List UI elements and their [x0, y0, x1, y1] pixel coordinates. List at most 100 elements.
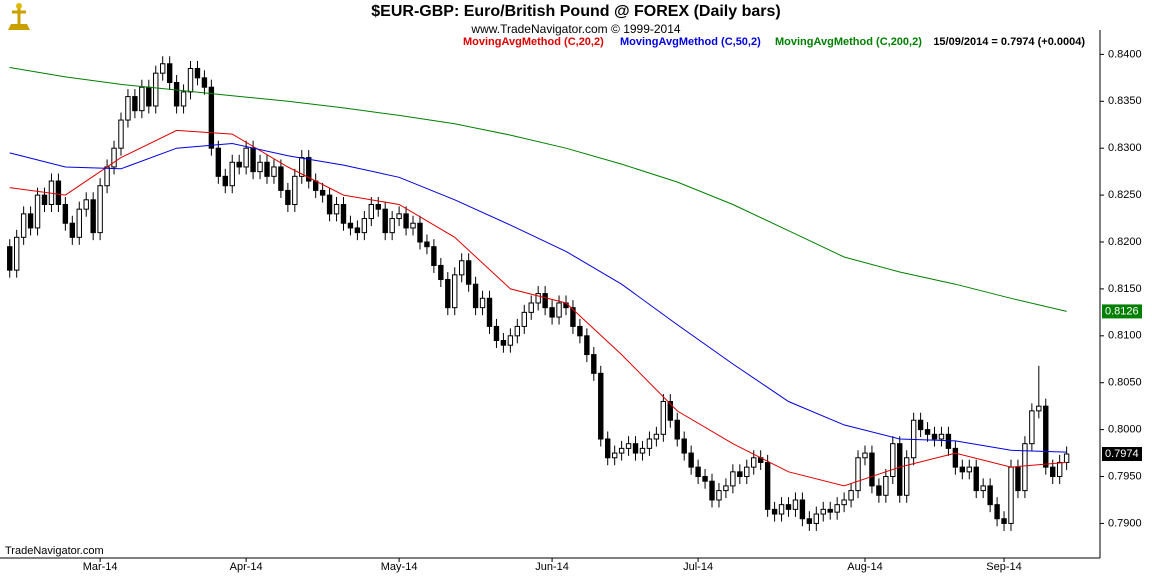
candle-body	[862, 452, 868, 459]
y-tick-label: 0.8400	[1108, 48, 1142, 60]
candle-body	[34, 194, 41, 229]
candle-body	[438, 264, 444, 281]
candle-body	[90, 199, 96, 234]
candle-body	[285, 189, 291, 205]
candle-body	[13, 236, 20, 271]
candle-body	[194, 67, 201, 79]
candle-body	[236, 161, 242, 168]
candle-body	[938, 433, 945, 440]
candle-body	[215, 147, 222, 177]
candle-body	[7, 246, 13, 271]
candle-body	[1029, 410, 1035, 445]
candle-body	[660, 400, 667, 435]
candle-body	[869, 452, 875, 487]
candle-body	[792, 499, 799, 510]
y-tick-label: 0.8250	[1108, 189, 1142, 201]
candle-body	[952, 447, 959, 468]
candle-body	[598, 372, 604, 440]
candle-body	[403, 213, 409, 229]
candle-body	[458, 260, 465, 276]
candle-body	[848, 490, 854, 501]
candle-body	[1050, 466, 1056, 478]
candle-body	[319, 189, 326, 196]
candle-body	[618, 447, 625, 454]
candle-body	[744, 466, 750, 478]
candle-body	[97, 185, 103, 234]
candle-body	[841, 499, 847, 506]
candle-body	[959, 466, 966, 473]
candle-body	[966, 466, 972, 473]
candle-body	[271, 166, 277, 177]
candle-body	[785, 504, 792, 510]
candle-body	[222, 175, 228, 187]
candle-body	[820, 508, 826, 515]
moving-average	[9, 129, 1067, 487]
candle-body	[347, 222, 354, 229]
candle-body	[695, 466, 701, 478]
y-tick-label: 0.8350	[1108, 95, 1142, 107]
candle-body	[493, 325, 500, 342]
candle-body	[584, 335, 590, 356]
candle-body	[716, 490, 722, 501]
candle-body	[472, 283, 479, 309]
candle-body	[549, 307, 555, 318]
candle-body	[486, 297, 493, 327]
candle-body	[292, 175, 298, 205]
candle-body	[83, 199, 89, 210]
candle-body	[153, 72, 159, 107]
candle-body	[521, 311, 527, 327]
price-label: 0.7974	[1105, 448, 1139, 460]
candle-body	[243, 147, 249, 168]
candle-body	[69, 222, 76, 238]
candle-body	[500, 340, 507, 346]
candle-body	[667, 400, 673, 421]
x-tick-label: Jun-14	[535, 561, 569, 573]
candle-body	[591, 354, 597, 374]
candle-body	[904, 457, 910, 496]
candle-body	[166, 63, 173, 84]
candle-body	[132, 96, 138, 112]
candle-body	[111, 147, 117, 168]
footer: TradeNavigator.com	[5, 545, 104, 557]
y-tick-label: 0.8300	[1108, 142, 1142, 154]
candle-body	[76, 208, 82, 238]
candle-body	[1043, 405, 1049, 468]
price-label: 0.8126	[1105, 305, 1139, 317]
candle-body	[514, 325, 521, 337]
candle-body	[813, 513, 820, 524]
candle-body	[646, 438, 653, 449]
candle-body	[375, 203, 381, 210]
candle-body	[702, 476, 708, 482]
candle-body	[799, 499, 806, 520]
candle-body	[709, 480, 715, 501]
candle-body	[605, 438, 611, 459]
candle-body	[771, 508, 778, 515]
candle-body	[160, 63, 166, 74]
candle-body	[688, 452, 694, 468]
candle-body	[257, 161, 263, 173]
candle-body	[278, 166, 284, 191]
candle-body	[382, 208, 388, 234]
candle-body	[1036, 405, 1042, 412]
y-tick-label: 0.7900	[1108, 517, 1142, 529]
moving-average	[9, 142, 1067, 453]
candle-body	[1022, 443, 1028, 492]
candle-body	[368, 203, 375, 220]
candle-body	[1056, 461, 1063, 478]
candle-body	[730, 471, 736, 487]
candle-body	[312, 180, 319, 191]
candle-body	[883, 476, 889, 496]
candle-body	[229, 161, 235, 187]
candle-body	[994, 504, 1000, 520]
candle-body	[125, 96, 131, 121]
candle-body	[827, 508, 833, 513]
subtitle: www.TradeNavigator.com © 1999-2014	[470, 22, 680, 36]
candle-body	[625, 443, 632, 449]
candle-body	[528, 302, 534, 313]
x-tick-label: Apr-14	[230, 561, 263, 573]
candle-body	[41, 194, 48, 205]
candle-body	[104, 166, 110, 187]
candle-body	[917, 419, 924, 431]
